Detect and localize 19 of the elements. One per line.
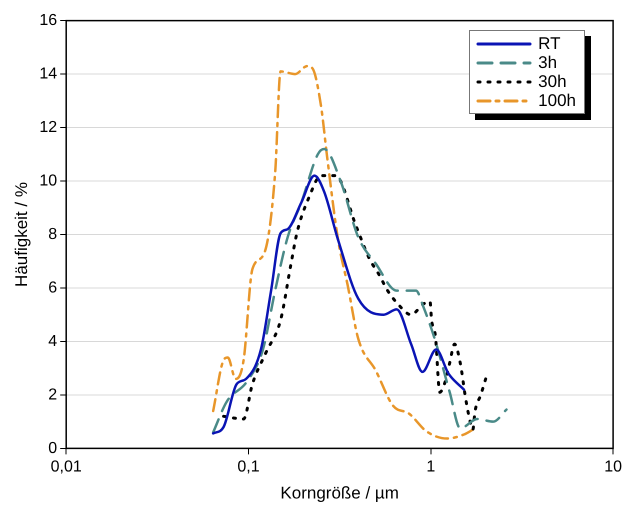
y-axis-title: Häufigkeit / % [12, 182, 31, 287]
y-tick-label: 2 [48, 386, 58, 404]
legend-label: 100h [538, 90, 576, 110]
legend-label: RT [538, 34, 561, 54]
x-axis-title: Korngröße / µm [280, 483, 399, 502]
x-tick-label: 10 [604, 458, 622, 476]
y-tick-label: 12 [39, 118, 58, 136]
legend-label: 30h [538, 72, 567, 92]
x-tick-label: 0,1 [237, 458, 260, 476]
x-tick-label: 0,01 [50, 458, 82, 476]
y-tick-label: 16 [39, 12, 58, 30]
y-tick-label: 8 [48, 226, 58, 243]
y-tick-label: 14 [39, 65, 58, 82]
x-tick-label: 1 [426, 458, 436, 476]
y-tick-label: 6 [48, 279, 58, 296]
y-tick-label: 0 [48, 440, 58, 457]
legend-label: 3h [538, 52, 558, 72]
y-tick-label: 4 [48, 332, 58, 350]
y-tick-label: 10 [39, 172, 58, 190]
